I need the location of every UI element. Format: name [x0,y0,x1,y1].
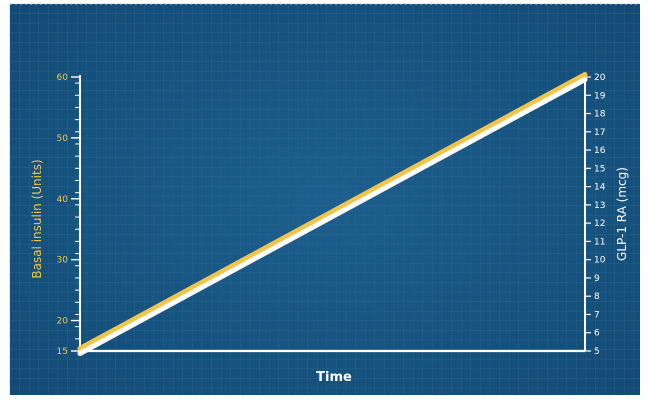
y-right-tick-label: 5 [594,347,600,357]
series-lines [77,72,588,356]
y-left-tick-label: 20 [57,317,69,327]
axes [71,75,591,353]
y-right-tick-label: 20 [594,73,606,83]
y-left-tick-label: 60 [57,73,69,83]
y-right-tick-label: 16 [594,146,606,156]
y-left-tick-label: 50 [57,134,69,144]
y-left-tick-label: 30 [57,256,69,266]
y-right-tick-label: 13 [594,201,605,211]
y-right-tick-label: 12 [594,219,605,229]
series-line-right-axis [77,77,588,356]
y-right-tick-label: 11 [594,237,605,247]
y-right-tick-label: 18 [594,110,606,120]
y-right-tick-label: 9 [594,274,600,284]
y-right-tick-label: 6 [594,329,600,339]
y-right-tick-label: 15 [594,164,605,174]
y-right-tick-label: 19 [594,91,606,101]
tick-labels: 15 20 30 40 50 60 5 6 7 8 9 10 11 12 13 14 15 16 17 18 19 20 [57,73,606,357]
series-line-left-axis [77,72,588,351]
y-right-tick-label: 17 [594,128,605,138]
y-left-tick-label: 15 [57,347,68,357]
y-left-tick-label: 40 [57,195,69,205]
y-right-tick-label: 7 [594,310,600,320]
x-axis-title: Time [316,370,352,385]
y-right-tick-label: 14 [594,183,606,193]
y-axis-right-title: GLP-1 RA (mcg) [615,167,629,261]
y-axis-left-title: Basal insulin (Units) [30,159,44,278]
y-right-tick-label: 10 [594,256,606,266]
y-right-tick-label: 8 [594,292,600,302]
